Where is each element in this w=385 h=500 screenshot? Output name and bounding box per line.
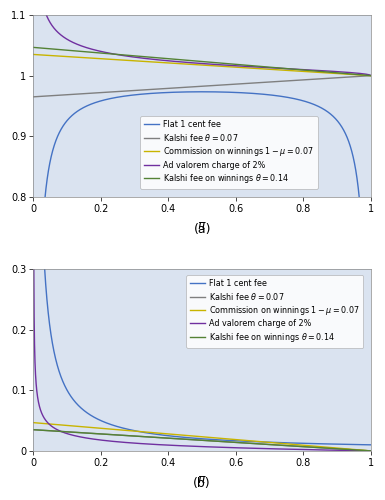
Kalshi fee on winnings $\theta=0.14$ [283, 66, 288, 71]
Commission on winnings $1-\mu=0.07$ [32, 52, 36, 58]
Flat 1 cent fee [93, 100, 97, 105]
Commission on winnings $1-\mu=0.07$ [283, 440, 288, 446]
Kalshi fee $\theta=0.07$ [233, 440, 238, 446]
Kalshi fee $\theta=0.07$ [251, 440, 255, 446]
Kalshi fee $\theta=0.07$ [283, 78, 288, 84]
Ad valorem charge of 2% [308, 67, 313, 73]
Flat 1 cent fee [251, 438, 255, 444]
Ad valorem charge of 2% [93, 47, 97, 53]
Kalshi fee $\theta=0.07$ [368, 72, 373, 78]
Flat 1 cent fee [308, 100, 313, 106]
Line: Ad valorem charge of 2%: Ad valorem charge of 2% [34, 0, 371, 76]
X-axis label: $\pi$: $\pi$ [197, 219, 207, 232]
Commission on winnings $1-\mu=0.07$ [32, 420, 36, 426]
Kalshi fee on winnings $\theta=0.14$ [308, 68, 313, 73]
Kalshi fee on winnings $\theta=0.14$ [233, 62, 238, 68]
Commission on winnings $1-\mu=0.07$ [283, 68, 288, 73]
Ad valorem charge of 2% [251, 446, 255, 452]
Line: Commission on winnings $1-\mu=0.07$: Commission on winnings $1-\mu=0.07$ [34, 54, 371, 76]
Flat 1 cent fee [283, 440, 288, 446]
Kalshi fee on winnings $\theta=0.14$ [308, 444, 313, 450]
Kalshi fee on winnings $\theta=0.14$ [283, 442, 288, 448]
Kalshi fee on winnings $\theta=0.14$ [368, 448, 373, 454]
Kalshi fee $\theta=0.07$ [283, 442, 288, 448]
X-axis label: $\pi$: $\pi$ [197, 474, 207, 486]
Kalshi fee $\theta=0.07$ [160, 435, 165, 441]
Legend: Flat 1 cent fee, Kalshi fee $\theta=0.07$, Commission on winnings $1-\mu=0.07$, : Flat 1 cent fee, Kalshi fee $\theta=0.07… [186, 275, 363, 348]
Ad valorem charge of 2% [160, 442, 165, 448]
Text: (b): (b) [193, 477, 211, 490]
Line: Commission on winnings $1-\mu=0.07$: Commission on winnings $1-\mu=0.07$ [34, 422, 371, 451]
Commission on winnings $1-\mu=0.07$ [233, 436, 238, 442]
Line: Kalshi fee $\theta=0.07$: Kalshi fee $\theta=0.07$ [34, 76, 371, 97]
Ad valorem charge of 2% [233, 445, 238, 451]
Ad valorem charge of 2% [308, 446, 313, 452]
Kalshi fee $\theta=0.07$ [308, 76, 313, 82]
Flat 1 cent fee [200, 89, 204, 95]
Kalshi fee on winnings $\theta=0.14$ [160, 55, 165, 61]
Ad valorem charge of 2% [233, 63, 238, 69]
Commission on winnings $1-\mu=0.07$ [308, 69, 313, 75]
Kalshi fee $\theta=0.07$ [233, 81, 238, 87]
Kalshi fee $\theta=0.07$ [251, 80, 255, 86]
Kalshi fee $\theta=0.07$ [308, 444, 313, 450]
Commission on winnings $1-\mu=0.07$ [251, 65, 255, 71]
Kalshi fee on winnings $\theta=0.14$ [251, 63, 255, 69]
Kalshi fee on winnings $\theta=0.14$ [233, 440, 238, 446]
Flat 1 cent fee [308, 440, 313, 446]
Ad valorem charge of 2% [251, 64, 255, 70]
Line: Ad valorem charge of 2%: Ad valorem charge of 2% [34, 260, 371, 451]
Commission on winnings $1-\mu=0.07$ [93, 425, 97, 431]
Commission on winnings $1-\mu=0.07$ [251, 438, 255, 444]
Commission on winnings $1-\mu=0.07$ [368, 448, 373, 454]
Kalshi fee on winnings $\theta=0.14$ [93, 50, 97, 56]
Commission on winnings $1-\mu=0.07$ [233, 64, 238, 70]
Kalshi fee on winnings $\theta=0.14$ [93, 430, 97, 436]
Commission on winnings $1-\mu=0.07$ [93, 56, 97, 62]
Ad valorem charge of 2% [368, 72, 373, 78]
Ad valorem charge of 2% [32, 256, 36, 262]
Line: Kalshi fee on winnings $\theta=0.14$: Kalshi fee on winnings $\theta=0.14$ [34, 430, 371, 451]
Commission on winnings $1-\mu=0.07$ [160, 430, 165, 436]
Kalshi fee on winnings $\theta=0.14$ [32, 426, 36, 432]
Line: Flat 1 cent fee: Flat 1 cent fee [34, 0, 371, 445]
Text: (a): (a) [193, 223, 211, 236]
Flat 1 cent fee [234, 90, 238, 96]
Ad valorem charge of 2% [160, 58, 165, 64]
Commission on winnings $1-\mu=0.07$ [308, 443, 313, 449]
Kalshi fee on winnings $\theta=0.14$ [368, 72, 373, 78]
Commission on winnings $1-\mu=0.07$ [368, 72, 373, 78]
Flat 1 cent fee [32, 200, 36, 206]
Flat 1 cent fee [283, 94, 288, 100]
Commission on winnings $1-\mu=0.07$ [160, 60, 165, 66]
Kalshi fee $\theta=0.07$ [32, 94, 36, 100]
Kalshi fee on winnings $\theta=0.14$ [32, 44, 36, 51]
Flat 1 cent fee [93, 414, 97, 420]
Ad valorem charge of 2% [93, 436, 97, 442]
Ad valorem charge of 2% [283, 446, 288, 452]
Flat 1 cent fee [368, 442, 373, 448]
Flat 1 cent fee [233, 438, 238, 444]
Kalshi fee $\theta=0.07$ [368, 448, 373, 454]
Ad valorem charge of 2% [368, 448, 373, 454]
Kalshi fee $\theta=0.07$ [93, 430, 97, 436]
Line: Kalshi fee $\theta=0.07$: Kalshi fee $\theta=0.07$ [34, 430, 371, 451]
Ad valorem charge of 2% [283, 66, 288, 71]
Legend: Flat 1 cent fee, Kalshi fee $\theta=0.07$, Commission on winnings $1-\mu=0.07$, : Flat 1 cent fee, Kalshi fee $\theta=0.07… [141, 116, 318, 189]
Line: Flat 1 cent fee: Flat 1 cent fee [34, 92, 371, 203]
Kalshi fee $\theta=0.07$ [93, 90, 97, 96]
Flat 1 cent fee [368, 200, 373, 206]
Kalshi fee $\theta=0.07$ [160, 86, 165, 91]
Line: Kalshi fee on winnings $\theta=0.14$: Kalshi fee on winnings $\theta=0.14$ [34, 48, 371, 76]
Kalshi fee on winnings $\theta=0.14$ [160, 435, 165, 441]
Flat 1 cent fee [160, 90, 165, 96]
Flat 1 cent fee [251, 90, 255, 96]
Kalshi fee on winnings $\theta=0.14$ [251, 440, 255, 446]
Kalshi fee $\theta=0.07$ [32, 426, 36, 432]
Flat 1 cent fee [160, 432, 165, 438]
